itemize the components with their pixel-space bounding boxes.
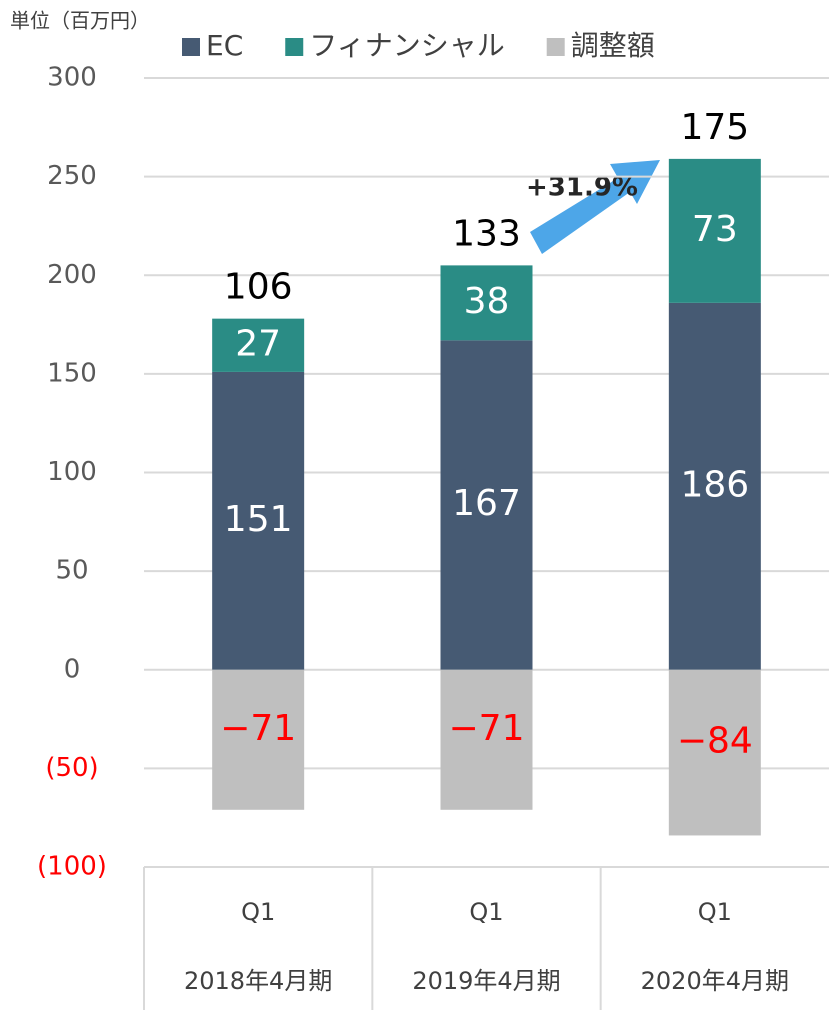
bar-segment bbox=[212, 669, 305, 810]
y-tick-label: 100 bbox=[47, 457, 97, 487]
total-label: 133 bbox=[452, 213, 521, 254]
y-tick-label: 250 bbox=[47, 161, 97, 191]
data-label: 167 bbox=[452, 483, 521, 524]
bar-segment bbox=[668, 302, 761, 670]
y-tick-label: 150 bbox=[47, 358, 97, 388]
legend-label: フィナンシャル bbox=[309, 29, 504, 62]
y-tick-label: 0 bbox=[64, 654, 81, 684]
bar-segment bbox=[440, 340, 533, 670]
bar-segment bbox=[212, 371, 305, 670]
legend-swatch bbox=[285, 38, 304, 56]
group-label: 2019年4月期 bbox=[412, 967, 560, 995]
data-label: 27 bbox=[235, 323, 281, 364]
growth-arrow bbox=[530, 160, 660, 254]
data-label: −84 bbox=[677, 721, 753, 762]
total-label: 106 bbox=[224, 267, 293, 308]
legend-label: 調整額 bbox=[571, 29, 655, 62]
y-tick-label: 300 bbox=[47, 63, 97, 93]
bar-segment bbox=[212, 318, 305, 372]
legend-swatch bbox=[546, 38, 565, 56]
x-tick-label: Q1 bbox=[698, 898, 732, 926]
bar-segment bbox=[668, 158, 761, 303]
x-tick-label: Q1 bbox=[469, 898, 503, 926]
group-label: 2018年4月期 bbox=[184, 967, 332, 995]
y-tick-label: (100) bbox=[37, 852, 107, 882]
y-tick-label: (50) bbox=[45, 753, 98, 783]
bar-segment bbox=[440, 265, 533, 341]
legend-swatch bbox=[182, 38, 200, 56]
data-label: 186 bbox=[680, 464, 749, 505]
y-tick-label: 50 bbox=[55, 556, 88, 586]
total-label: 175 bbox=[680, 107, 749, 148]
y-tick-label: 200 bbox=[47, 260, 97, 290]
data-label: 73 bbox=[692, 209, 738, 250]
unit-label: 単位（百万円） bbox=[10, 9, 150, 33]
data-label: 151 bbox=[224, 499, 293, 540]
group-label: 2020年4月期 bbox=[641, 967, 789, 995]
data-label: −71 bbox=[220, 708, 296, 749]
data-label: −71 bbox=[449, 708, 525, 749]
data-label: 38 bbox=[464, 281, 510, 322]
x-tick-label: Q1 bbox=[241, 898, 275, 926]
legend-label: EC bbox=[206, 29, 243, 62]
bar-segment bbox=[668, 669, 761, 836]
bar-segment bbox=[440, 669, 533, 810]
